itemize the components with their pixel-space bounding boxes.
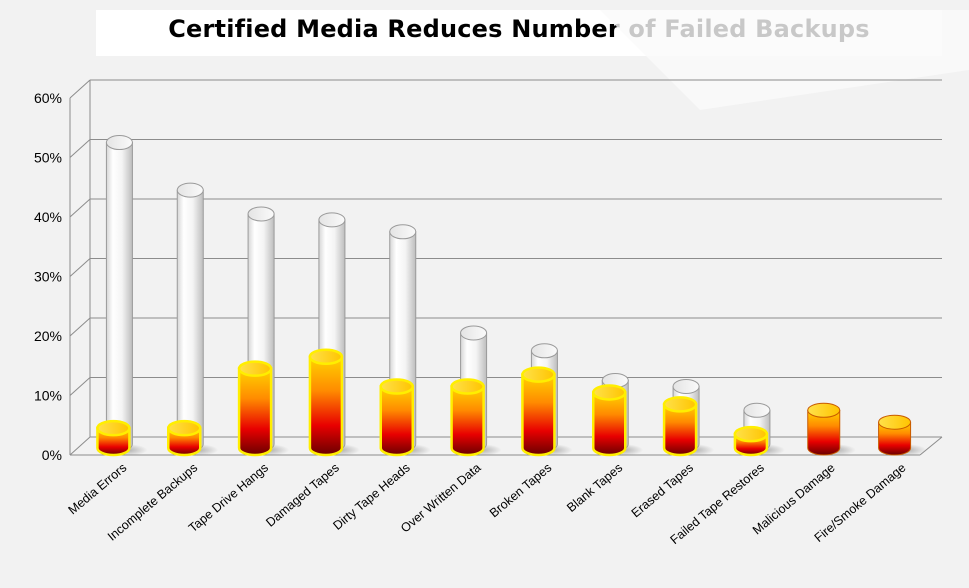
bar-fire-cap: [878, 414, 912, 430]
gridline-side: [69, 317, 91, 337]
y-tick-label: 20%: [34, 328, 62, 344]
bar-glass-body: [176, 189, 204, 452]
bar-fire-body: [521, 373, 556, 457]
background-sheen: [600, 10, 969, 110]
x-category-label: Erased Tapes: [629, 461, 696, 521]
bar-fire: [807, 402, 841, 456]
bar-fire-cap: [592, 384, 627, 401]
bar-fire-cap: [521, 366, 556, 383]
bar-fire-body: [450, 385, 485, 457]
bar-glass-cap: [672, 379, 700, 394]
bar-fire-cap: [450, 378, 485, 395]
bar-fire: [237, 360, 273, 457]
x-category-label: Broken Tapes: [487, 461, 554, 521]
bar-fire: [521, 366, 556, 457]
bar-fire-body: [308, 355, 344, 457]
bar-fire-cap: [379, 378, 414, 395]
y-tick-label: 50%: [34, 150, 62, 166]
bar-fire: [379, 378, 414, 457]
y-tick-label: 60%: [34, 90, 62, 106]
gridline-side: [69, 436, 91, 456]
bar-fire: [450, 378, 485, 457]
bar-glass-cap: [389, 224, 417, 240]
gridline-side: [69, 198, 91, 218]
bar-fire: [167, 419, 202, 457]
gridline-side: [69, 139, 91, 158]
bar-glass-body: [105, 142, 133, 452]
gridline-side: [69, 79, 91, 99]
bar-glass: [105, 135, 133, 452]
bar-fire-body: [662, 403, 698, 457]
grid-layer: [69, 79, 943, 456]
bar-fire-body: [379, 385, 414, 457]
bar-fire: [592, 384, 627, 457]
gridline-side: [69, 258, 91, 277]
bar-glass-cap: [743, 402, 771, 418]
bar-fire-body: [807, 409, 841, 456]
y-tick-label: 10%: [34, 388, 62, 404]
x-category-label: Damaged Tapes: [263, 461, 342, 530]
bar-fire: [308, 348, 344, 457]
bar-fire: [96, 419, 131, 457]
bar-fire-cap: [308, 348, 344, 365]
bar-fire-cap: [237, 360, 273, 377]
x-category-label: Media Errors: [66, 461, 130, 518]
x-category-label: Blank Tapes: [564, 461, 625, 515]
y-tick-label: 0%: [42, 447, 62, 463]
bar-glass-cap: [176, 182, 204, 198]
y-tick-label: 30%: [34, 269, 62, 285]
bar-fire-cap: [733, 425, 769, 443]
y-tick-label: 40%: [34, 209, 62, 225]
bar-glass-cap: [318, 212, 346, 228]
bar-fire-cap: [662, 396, 698, 413]
bar-fire-cap: [167, 419, 202, 437]
bar-fire: [733, 425, 769, 457]
bar-fire: [662, 396, 698, 457]
bar-glass-cap: [247, 206, 275, 222]
bar-fire-cap: [96, 419, 131, 437]
gridline-side: [69, 377, 91, 396]
bar-glass-cap: [460, 325, 488, 341]
bars-layer: [96, 135, 927, 457]
bar-glass-cap: [105, 135, 133, 151]
bar-glass: [176, 182, 204, 452]
bar-fire-cap: [807, 402, 841, 418]
bar-fire-body: [237, 367, 273, 457]
y-ticks: 0% 10% 20% 30% 40% 50% 60%: [34, 90, 62, 463]
bar-glass-cap: [530, 343, 558, 359]
bar-fire-body: [592, 391, 627, 457]
bar-fire-body: [878, 421, 912, 456]
bar-fire: [878, 414, 912, 456]
